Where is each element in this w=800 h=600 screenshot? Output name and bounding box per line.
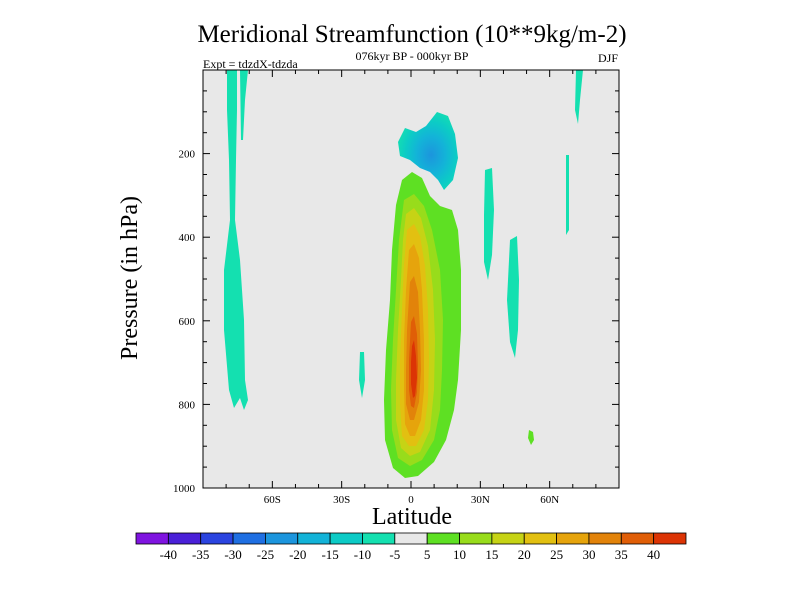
x-tick-label: 30S [333,494,350,506]
colorbar: -40 -35 -30 -25 -20 -15 -10 -5 5 10 15 20 25 30 35 40 [135,532,687,562]
colorbar-label: -20 [289,547,306,562]
x-tick-label: 60N [540,494,559,506]
colorbar-swatch [620,532,655,545]
y-axis-label: Pressure (in hPa) [117,196,143,360]
colorbar-swatch [200,532,234,545]
colorbar-swatch [394,532,428,545]
contour-northern-highlat [575,70,583,124]
colorbar-label: 30 [582,547,595,562]
colorbar-label: 40 [647,547,660,562]
colorbar-label: 35 [615,547,628,562]
y-tick-label: 200 [179,149,196,161]
colorbar-label: -15 [321,547,338,562]
colorbar-label: -10 [354,547,371,562]
colorbar-swatch [297,532,331,545]
contour-northern-filament-a [484,168,494,280]
contour-hadley-core [411,340,417,398]
colorbar-swatch [459,532,493,545]
colorbar-label: 20 [518,547,531,562]
colorbar-label: 15 [485,547,498,562]
chart-title: Meridional Streamfunction (10**9kg/m-2) [197,21,626,48]
colorbar-swatch [232,532,266,545]
colorbar-label: 25 [550,547,563,562]
y-tick-label: 600 [179,316,196,328]
colorbar-swatch [167,532,202,545]
y-tick-label: 1000 [173,483,196,495]
y-tick-label: 800 [179,399,196,411]
colorbar-swatch [491,532,525,545]
colorbar-label: -35 [192,547,209,562]
colorbar-label: -30 [224,547,241,562]
colorbar-swatch [523,532,557,545]
colorbar-swatch [556,532,590,545]
colorbar-label: -25 [257,547,274,562]
axis-ticks: 60S 30S 0 30N 60N 200 400 600 800 1000 [173,70,620,506]
colorbar-swatch [653,532,687,545]
colorbar-swatch [265,532,299,545]
chart-subtitle-left: Expt = tdzdX-tdzda [203,57,298,71]
colorbar-label: -5 [389,547,400,562]
colorbar-swatch [135,532,169,545]
x-tick-label: 60S [264,494,281,506]
x-tick-label: 30N [471,494,490,506]
colorbar-label: 10 [453,547,466,562]
contour-southern-negative-column-b [240,70,248,140]
contour-northern-filament-b [507,236,519,358]
colorbar-swatch [329,532,363,545]
y-tick-label: 400 [179,232,196,244]
chart-subtitle-center: 076kyr BP - 000kyr BP [356,49,469,63]
contour-layer [224,70,583,478]
contour-small-blob-a [359,352,365,398]
colorbar-label: 5 [424,547,431,562]
contour-upper-negative-cell [398,112,458,190]
x-tick-label: 0 [408,494,414,506]
contour-small-blob-b [528,430,534,445]
colorbar-swatch [426,532,460,545]
contour-northern-filament-c [566,155,569,235]
colorbar-swatch [362,532,396,545]
colorbar-label: -40 [160,547,177,562]
contour-southern-negative-column [224,70,248,410]
x-axis-label: Latitude [372,504,452,530]
chart-subtitle-right: DJF [598,51,618,65]
colorbar-swatch [588,532,622,545]
